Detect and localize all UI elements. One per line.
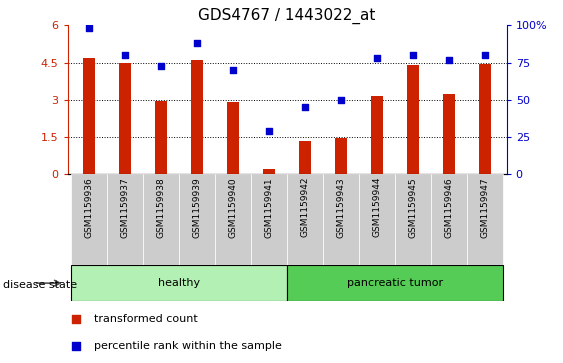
Text: GSM1159940: GSM1159940 <box>229 177 238 238</box>
Text: GSM1159941: GSM1159941 <box>265 177 274 238</box>
Point <box>84 25 93 31</box>
Bar <box>143 174 179 265</box>
Text: GSM1159946: GSM1159946 <box>445 177 454 238</box>
Bar <box>155 101 167 174</box>
Bar <box>251 174 287 265</box>
Bar <box>479 64 491 174</box>
Bar <box>287 174 323 265</box>
Text: healthy: healthy <box>158 278 200 288</box>
Text: GSM1159936: GSM1159936 <box>84 177 93 238</box>
Bar <box>71 265 287 301</box>
Text: GSM1159944: GSM1159944 <box>373 177 382 237</box>
Point <box>445 57 454 62</box>
Bar <box>71 174 107 265</box>
Title: GDS4767 / 1443022_at: GDS4767 / 1443022_at <box>198 8 376 24</box>
Bar <box>431 174 467 265</box>
Point <box>265 128 274 134</box>
Point <box>373 55 382 61</box>
Point <box>72 316 81 322</box>
Bar <box>395 174 431 265</box>
Bar <box>335 138 347 174</box>
Text: pancreatic tumor: pancreatic tumor <box>347 278 443 288</box>
Text: GSM1159947: GSM1159947 <box>481 177 490 238</box>
Bar <box>359 174 395 265</box>
Bar <box>287 265 503 301</box>
Bar <box>83 58 96 174</box>
Bar <box>299 141 311 174</box>
Point <box>120 52 129 58</box>
Point <box>301 104 310 110</box>
Point <box>337 97 346 103</box>
Bar <box>215 174 251 265</box>
Point <box>229 67 238 73</box>
Bar <box>107 174 143 265</box>
Bar <box>227 102 239 174</box>
Bar <box>119 62 131 174</box>
Point <box>72 343 81 348</box>
Bar <box>467 174 503 265</box>
Text: GSM1159937: GSM1159937 <box>120 177 129 238</box>
Text: transformed count: transformed count <box>94 314 198 323</box>
Text: disease state: disease state <box>3 280 77 290</box>
Point <box>157 63 166 69</box>
Text: GSM1159943: GSM1159943 <box>337 177 346 238</box>
Text: percentile rank within the sample: percentile rank within the sample <box>94 341 282 351</box>
Point <box>409 52 418 58</box>
Text: GSM1159939: GSM1159939 <box>193 177 202 238</box>
Text: GSM1159942: GSM1159942 <box>301 177 310 237</box>
Bar <box>443 94 455 174</box>
Point <box>481 52 490 58</box>
Text: GSM1159938: GSM1159938 <box>157 177 166 238</box>
Bar <box>191 60 203 174</box>
Bar <box>323 174 359 265</box>
Bar <box>179 174 215 265</box>
Bar <box>407 65 419 174</box>
Point <box>193 40 202 46</box>
Bar <box>371 96 383 174</box>
Text: GSM1159945: GSM1159945 <box>409 177 418 238</box>
Bar <box>263 169 275 174</box>
